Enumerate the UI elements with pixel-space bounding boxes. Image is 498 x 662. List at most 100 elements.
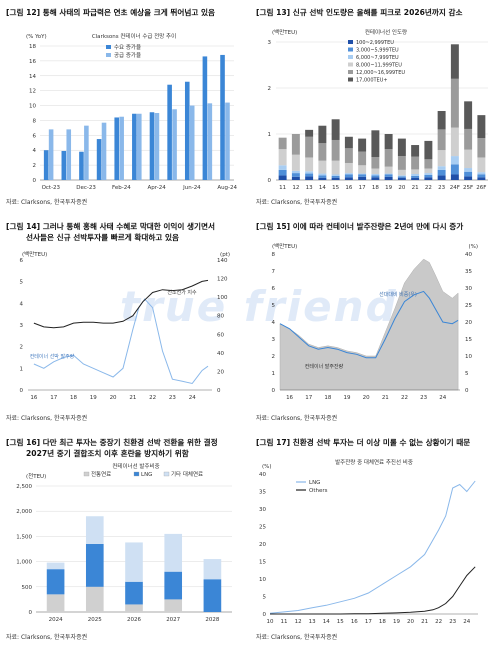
legend-swatch [348, 40, 353, 44]
bar-segment [358, 173, 367, 175]
panel-fig14: [그림 14] 그러나 통해 홍해 사태 수혜로 막대한 이익이 생기면서 선사… [6, 222, 247, 422]
y-tick-label: 2,000 [16, 509, 32, 515]
bar-supply [101, 122, 107, 180]
bar-segment [125, 604, 143, 612]
bar-segment [278, 175, 287, 180]
bar-segment [397, 176, 406, 178]
x-tick-label: 25F [463, 185, 473, 191]
x-tick-label: 15 [332, 185, 339, 191]
bar-segment [305, 173, 314, 177]
bar-segment [164, 533, 183, 572]
x-tick-label: 22 [401, 395, 408, 401]
y-axis-label-left: (백만TEU) [272, 242, 297, 250]
bar-segment [464, 101, 473, 129]
y-tick-label-left: 4 [20, 301, 24, 307]
bar-segment [331, 119, 340, 140]
panel-title: [그림 12] 통해 사태의 파급력은 연초 예상을 크게 뛰어넘고 있음 [6, 8, 215, 17]
y-tick-label-left: 4 [272, 320, 276, 326]
y-tick-label: 20 [259, 542, 266, 548]
bar-demand [202, 56, 208, 180]
y-tick-label: 8 [33, 118, 37, 124]
y-tick-label-right: 20 [465, 320, 472, 326]
panel-title: [그림 17] 친환경 선박 투자는 더 이상 미룰 수 없는 상황이기 때문 [256, 438, 471, 447]
y-tick-label: 2 [268, 86, 272, 92]
bar-segment [450, 127, 459, 157]
bar-segment [331, 177, 340, 180]
x-tick-label: 23 [438, 185, 445, 191]
legend-label: 3,000~5,999TEU [356, 48, 399, 54]
bar-segment [397, 169, 406, 176]
bar-segment [358, 176, 367, 180]
x-tick-label: 13 [309, 619, 316, 625]
legend-label: LNG [141, 472, 152, 478]
y-tick-label-right: 40 [217, 351, 224, 357]
bar-segment [424, 159, 433, 169]
x-tick-label: 21 [412, 185, 419, 191]
area-orderbook [279, 258, 459, 391]
bar-segment [305, 176, 314, 180]
bar-segment [305, 136, 314, 158]
y-axis-label-left: (백만TEU) [22, 250, 47, 258]
x-tick-label: 21 [129, 395, 136, 401]
y-tick-label-left: 0 [20, 388, 24, 394]
bar-segment [371, 168, 380, 175]
source-note: 자료: Clarksons, 한국투자증권 [6, 199, 88, 206]
legend-label: LNG [309, 480, 320, 486]
bar-segment [318, 160, 327, 174]
bar-segment [411, 156, 420, 170]
bar-segment [318, 173, 327, 176]
x-tick-label: 18 [324, 395, 331, 401]
bar-segment [344, 136, 353, 149]
x-tick-label: Oct-23 [42, 185, 61, 191]
y-tick-label-right: 20 [217, 369, 224, 375]
bar-segment [411, 145, 420, 157]
bar-segment [358, 138, 367, 152]
bar-segment [464, 149, 473, 169]
y-tick-label-left: 5 [272, 303, 276, 309]
bar-segment [464, 176, 473, 180]
y-tick-label: 0 [29, 610, 33, 616]
x-tick-label: 14 [319, 185, 326, 191]
chart-fig12: (% YoY) 0 2 4 6 8 10 12 14 16 18 Clarksons 컨테이너 수급 … [26, 32, 238, 191]
x-tick-label: Aug-24 [217, 185, 237, 191]
bar-demand [220, 54, 225, 180]
legend-label: 6,000~7,999TEU [356, 55, 399, 61]
bar-segment [477, 174, 486, 178]
bar-segment [125, 581, 143, 605]
x-tick-label: 24 [189, 395, 196, 401]
bar-supply [48, 129, 54, 180]
x-tick-label: 2028 [205, 617, 219, 623]
panel-title-line2: 선사들은 신규 선박투자를 빠르게 확대하고 있음 [26, 233, 179, 242]
y-tick-label-left: 6 [272, 286, 276, 292]
x-tick-label: 15 [337, 619, 344, 625]
source-note: 자료: Clarksons, 한국투자증권 [256, 415, 338, 422]
y-axis-label-right: (%) [468, 244, 478, 250]
y-tick-label-left: 2 [20, 345, 24, 351]
bar-supply [172, 109, 177, 180]
bar-demand [167, 84, 172, 180]
x-tick-label: 16 [345, 185, 352, 191]
bar-segment [437, 169, 446, 176]
x-tick-label: 22 [425, 185, 432, 191]
source-note: 자료: Clarksons, 한국투자증권 [6, 634, 88, 641]
bar-segment [291, 134, 300, 155]
y-axis-label: (%) [262, 464, 272, 470]
x-tick-label: 16 [351, 619, 358, 625]
bar-segment [397, 138, 406, 157]
bar-segment [464, 168, 473, 172]
bar-segment [305, 129, 314, 137]
x-tick-label: 18 [372, 185, 379, 191]
y-tick-label-right: 5 [465, 371, 469, 377]
legend-label: 17,000TEU+ [356, 78, 388, 84]
x-tick-label: 2026 [127, 617, 141, 623]
series-line-orders [33, 298, 209, 385]
x-tick-label: 17 [305, 395, 312, 401]
bar-segment [164, 599, 183, 612]
y-tick-label: 0 [33, 178, 37, 184]
bar-segment [411, 175, 420, 178]
panel-fig17: [그림 17] 친환경 선박 투자는 더 이상 미룰 수 없는 상황이기 때문 … [256, 438, 497, 648]
series-label-orders: 컨테이너 선박 발주량 [30, 353, 75, 360]
x-tick-label: 12 [295, 619, 302, 625]
y-tick-label: 18 [29, 44, 36, 50]
